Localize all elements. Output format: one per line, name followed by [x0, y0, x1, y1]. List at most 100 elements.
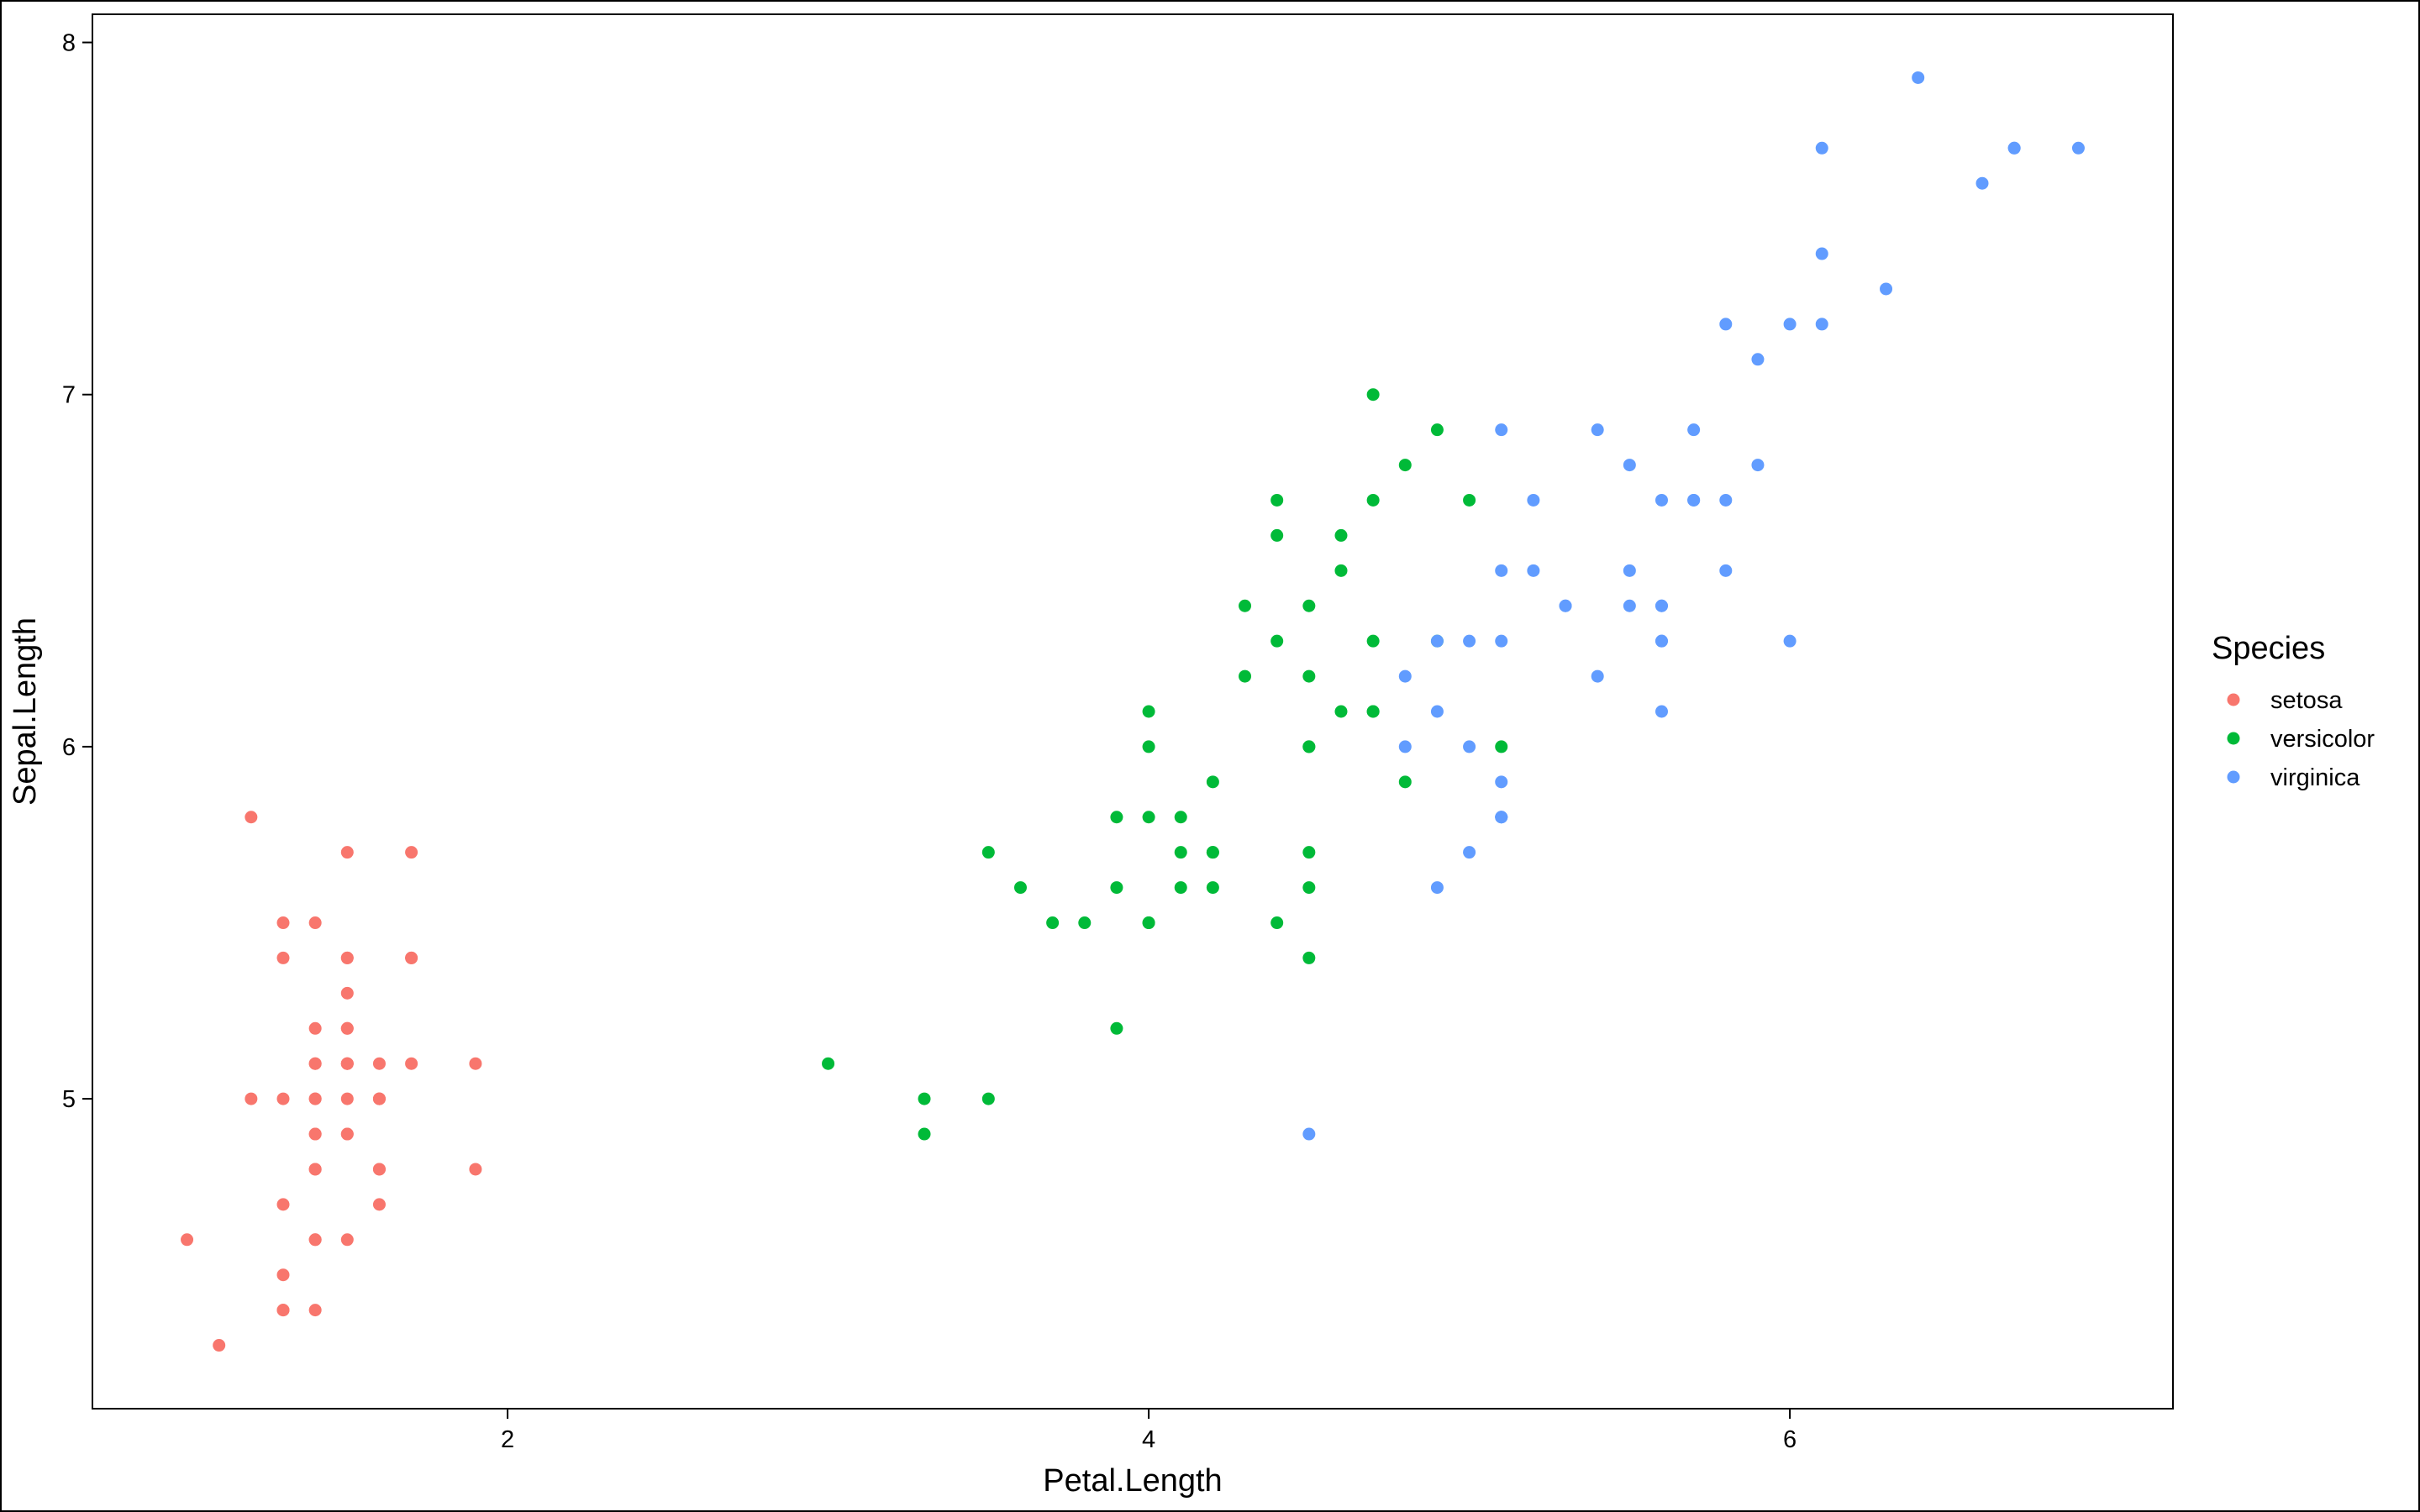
point — [1239, 599, 1252, 612]
point — [1270, 493, 1284, 507]
point — [1270, 634, 1284, 648]
point — [1430, 634, 1444, 648]
point — [1142, 740, 1155, 753]
point — [1078, 916, 1092, 930]
point — [1206, 881, 1219, 895]
legend-key — [2227, 693, 2240, 706]
point — [1302, 846, 1316, 859]
point — [181, 1233, 194, 1247]
point — [1398, 775, 1412, 789]
point — [1495, 775, 1508, 789]
point — [276, 1198, 290, 1211]
point — [1430, 881, 1444, 895]
point — [340, 951, 354, 964]
point — [308, 1163, 322, 1176]
point — [1655, 634, 1668, 648]
point — [1110, 1021, 1123, 1035]
point — [1206, 775, 1219, 789]
point — [2007, 141, 2021, 155]
point — [1398, 669, 1412, 683]
point — [1623, 459, 1636, 472]
point — [1398, 740, 1412, 753]
point — [1975, 176, 1989, 190]
point — [1142, 916, 1155, 930]
point — [1495, 740, 1508, 753]
point — [1783, 634, 1797, 648]
point — [1302, 951, 1316, 964]
point — [1815, 141, 1828, 155]
point — [1174, 846, 1187, 859]
point — [1719, 493, 1733, 507]
point — [405, 1057, 418, 1070]
point — [1655, 599, 1668, 612]
x-tick-label: 4 — [1142, 1426, 1155, 1453]
point — [372, 1163, 386, 1176]
point — [1239, 669, 1252, 683]
point — [1366, 705, 1380, 718]
point — [1110, 811, 1123, 824]
legend-title: Species — [2212, 631, 2325, 666]
y-tick-label: 5 — [62, 1086, 76, 1113]
point — [1334, 564, 1348, 577]
point — [1142, 811, 1155, 824]
point — [1142, 705, 1155, 718]
point — [1174, 881, 1187, 895]
point — [1463, 740, 1476, 753]
point — [981, 1092, 995, 1105]
point — [308, 1304, 322, 1317]
point — [1751, 459, 1765, 472]
point — [1174, 811, 1187, 824]
point — [1110, 881, 1123, 895]
point — [1302, 669, 1316, 683]
point — [1302, 599, 1316, 612]
point — [1302, 881, 1316, 895]
point — [308, 1057, 322, 1070]
point — [1527, 493, 1540, 507]
point — [1495, 564, 1508, 577]
x-tick-label: 2 — [501, 1426, 514, 1453]
point — [469, 1163, 482, 1176]
point — [1270, 916, 1284, 930]
point — [1591, 669, 1604, 683]
point — [1655, 493, 1668, 507]
point — [822, 1057, 835, 1070]
point — [245, 1092, 258, 1105]
point — [1463, 846, 1476, 859]
x-axis-title: Petal.Length — [1043, 1463, 1222, 1499]
point — [1495, 634, 1508, 648]
point — [276, 951, 290, 964]
point — [1591, 423, 1604, 437]
point — [1655, 705, 1668, 718]
legend-label: setosa — [2270, 687, 2343, 714]
y-tick-label: 8 — [62, 30, 76, 57]
point — [1815, 247, 1828, 260]
point — [981, 846, 995, 859]
y-axis-title: Sepal.Length — [8, 617, 43, 806]
point — [1495, 811, 1508, 824]
point — [1783, 318, 1797, 331]
point — [1719, 318, 1733, 331]
point — [372, 1057, 386, 1070]
point — [1366, 493, 1380, 507]
point — [308, 1127, 322, 1141]
point — [469, 1057, 482, 1070]
point — [1013, 881, 1027, 895]
point — [1815, 318, 1828, 331]
point — [372, 1198, 386, 1211]
point — [340, 1233, 354, 1247]
point — [276, 1268, 290, 1282]
legend-key — [2227, 770, 2240, 784]
point — [1880, 282, 1893, 296]
point — [1495, 423, 1508, 437]
point — [918, 1092, 931, 1105]
point — [308, 1021, 322, 1035]
point — [2071, 141, 2085, 155]
point — [1366, 634, 1380, 648]
point — [1687, 493, 1701, 507]
point — [1398, 459, 1412, 472]
point — [276, 1092, 290, 1105]
point — [213, 1339, 226, 1352]
point — [1334, 705, 1348, 718]
point — [1623, 599, 1636, 612]
